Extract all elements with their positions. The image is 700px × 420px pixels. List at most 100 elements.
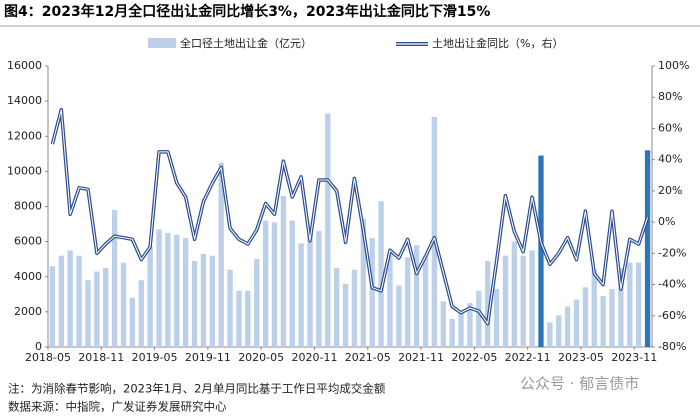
bar bbox=[493, 289, 500, 347]
x-tick-label: 2022-11 bbox=[505, 351, 551, 364]
bar bbox=[94, 271, 100, 347]
x-tick-label: 2020-05 bbox=[238, 351, 284, 364]
bar bbox=[183, 238, 189, 347]
x-tick-label: 2018-05 bbox=[25, 351, 71, 364]
bar bbox=[147, 246, 153, 347]
bar bbox=[529, 250, 535, 347]
bar bbox=[236, 290, 242, 347]
y-tick-label: 12000 bbox=[7, 129, 42, 142]
legend-label: 全口径土地出让金（亿元） bbox=[180, 36, 312, 50]
bar bbox=[129, 297, 136, 347]
bar bbox=[138, 280, 144, 347]
bar bbox=[156, 229, 162, 347]
bar bbox=[440, 301, 446, 347]
bar bbox=[564, 306, 571, 347]
legend-swatch-bar bbox=[148, 38, 176, 48]
bar bbox=[449, 318, 455, 347]
y2-tick-label: -20% bbox=[658, 246, 686, 259]
bar bbox=[298, 243, 304, 347]
y2-tick-label: -60% bbox=[658, 309, 686, 322]
bar bbox=[103, 267, 109, 347]
bar bbox=[627, 262, 633, 347]
bar bbox=[591, 269, 597, 347]
bar bbox=[209, 255, 215, 347]
bar bbox=[467, 303, 473, 347]
bar bbox=[351, 269, 358, 347]
y2-tick-label: -40% bbox=[658, 278, 686, 291]
bar bbox=[582, 287, 589, 347]
bar bbox=[476, 290, 482, 347]
bar bbox=[511, 241, 517, 347]
bar bbox=[254, 259, 260, 347]
bar bbox=[413, 245, 420, 347]
y-tick-label: 4000 bbox=[14, 270, 42, 283]
bar bbox=[458, 313, 464, 347]
y2-tick-label: 20% bbox=[658, 184, 682, 197]
bar bbox=[547, 322, 553, 347]
bar bbox=[165, 232, 171, 347]
bar bbox=[111, 210, 118, 347]
bar bbox=[342, 283, 349, 347]
bar bbox=[325, 113, 331, 347]
y2-tick-label: -80% bbox=[658, 340, 686, 353]
bar bbox=[618, 267, 624, 347]
bar bbox=[378, 201, 384, 347]
x-tick-label: 2019-11 bbox=[185, 351, 231, 364]
y-tick-label: 2000 bbox=[14, 305, 42, 318]
bar bbox=[262, 220, 269, 347]
y2-tick-label: 0% bbox=[658, 215, 675, 228]
bar bbox=[538, 155, 544, 347]
note: 注：为消除春节影响，2023年1月、2月单月同比基于工作日平均成交金额 bbox=[8, 382, 386, 396]
bar bbox=[360, 218, 366, 347]
bar bbox=[573, 299, 580, 347]
x-tick-label: 2021-11 bbox=[398, 351, 444, 364]
bar bbox=[644, 150, 651, 347]
bar bbox=[520, 255, 526, 347]
bar bbox=[76, 255, 82, 347]
bar bbox=[431, 116, 438, 348]
bar bbox=[556, 315, 562, 347]
note: 数据来源：中指院，广发证券发展研究中心 bbox=[8, 400, 227, 414]
bar bbox=[218, 162, 224, 347]
y2-tick-label: 60% bbox=[658, 121, 682, 134]
bar bbox=[85, 280, 91, 347]
x-tick-label: 2019-05 bbox=[132, 351, 178, 364]
bar bbox=[174, 234, 180, 347]
bar bbox=[387, 253, 393, 347]
chart-title: 图4：2023年12月全口径出让金同比增长3%，2023年出让金同比下滑15% bbox=[4, 3, 490, 20]
bar bbox=[502, 255, 509, 347]
bar bbox=[289, 220, 295, 347]
watermark: 公众号 · 郁言债市 bbox=[520, 375, 639, 393]
line-inner bbox=[51, 109, 649, 325]
legend-label: 土地出让金同比（%，右） bbox=[432, 36, 563, 50]
bar bbox=[191, 260, 198, 347]
bar bbox=[316, 231, 322, 347]
y2-tick-label: 80% bbox=[658, 90, 682, 103]
bar bbox=[271, 222, 278, 347]
x-tick-label: 2023-11 bbox=[611, 351, 657, 364]
bar bbox=[307, 227, 313, 347]
x-tick-label: 2022-05 bbox=[451, 351, 497, 364]
bar bbox=[405, 257, 411, 347]
y2-tick-label: 100% bbox=[658, 59, 689, 72]
y-tick-label: 8000 bbox=[14, 200, 42, 213]
y-tick-label: 0 bbox=[35, 340, 42, 353]
bar bbox=[120, 262, 127, 347]
bar bbox=[609, 289, 615, 347]
bar bbox=[49, 266, 56, 347]
y-tick-label: 6000 bbox=[14, 235, 42, 248]
y-tick-label: 16000 bbox=[7, 59, 42, 72]
bar bbox=[600, 296, 606, 347]
y2-tick-label: 40% bbox=[658, 153, 682, 166]
x-tick-label: 2021-05 bbox=[345, 351, 391, 364]
bar bbox=[396, 285, 402, 347]
bar bbox=[280, 195, 287, 347]
bar bbox=[334, 267, 340, 347]
bar bbox=[227, 269, 233, 347]
bar bbox=[636, 262, 642, 347]
bar bbox=[58, 255, 64, 347]
bar bbox=[485, 260, 491, 347]
x-tick-label: 2020-11 bbox=[291, 351, 337, 364]
bar bbox=[200, 253, 207, 347]
